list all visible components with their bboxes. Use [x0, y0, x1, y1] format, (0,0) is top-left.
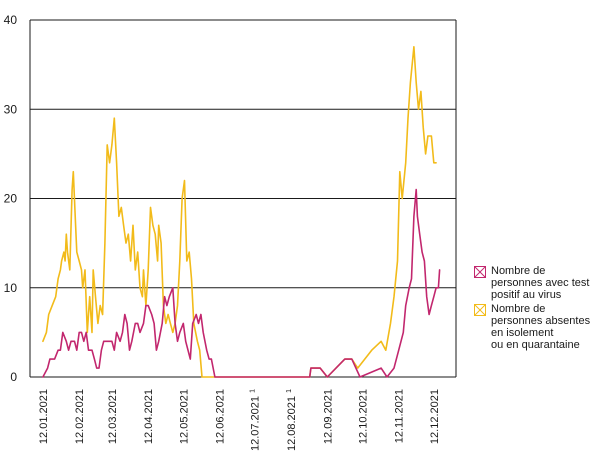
gridlines — [30, 19, 456, 289]
legend-label-positive: Nombre de personnes avec test positif au… — [491, 265, 590, 301]
x-tick-label-8: 12.09.2021 — [322, 389, 334, 444]
x-tick-label-9: 12.10.2021 — [357, 389, 369, 444]
y-tick-label-20: 20 — [4, 192, 18, 206]
x-tick-label-0: 12.01.2021 — [38, 389, 50, 444]
legend-marker-yellow-icon — [474, 304, 486, 316]
series-lines — [42, 45, 441, 378]
x-tick-label-1: 12.02.2021 — [74, 389, 86, 444]
x-tick-label-6: 12.07.2021 1 — [250, 389, 262, 451]
series-line-absent — [42, 45, 437, 378]
legend-label-absent: Nombre de personnes absentes en isolemen… — [491, 303, 591, 351]
y-tick-label-40: 40 — [4, 13, 18, 27]
x-tick-labels: 12.01.2021 12.02.2021 12.03.2021 12.04.2021… — [38, 389, 441, 451]
y-tick-labels: 0 10 20 30 40 — [4, 13, 18, 384]
y-tick-label-30: 30 — [4, 102, 18, 116]
series-line-positive — [42, 188, 441, 378]
x-tick-label-10: 12.11.2021 — [394, 389, 406, 443]
x-tick-label-2: 12.03.2021 — [107, 389, 119, 444]
legend-item-positive: Nombre de personnes avec test positif au… — [474, 265, 613, 301]
x-tick-label-7: 12.08.2021 1 — [286, 389, 298, 451]
legend: Nombre de personnes avec test positif au… — [474, 265, 613, 353]
x-tick-label-11: 12.12.2021 — [429, 389, 441, 444]
legend-item-absent: Nombre de personnes absentes en isolemen… — [474, 303, 613, 351]
x-tick-label-4: 12.05.2021 — [178, 389, 190, 444]
x-tick-label-3: 12.04.2021 — [143, 389, 155, 444]
y-tick-label-0: 0 — [10, 370, 17, 384]
x-tick-label-5: 12.06.2021 — [215, 389, 227, 444]
legend-marker-magenta-icon — [474, 266, 486, 278]
y-tick-label-10: 10 — [4, 281, 18, 295]
